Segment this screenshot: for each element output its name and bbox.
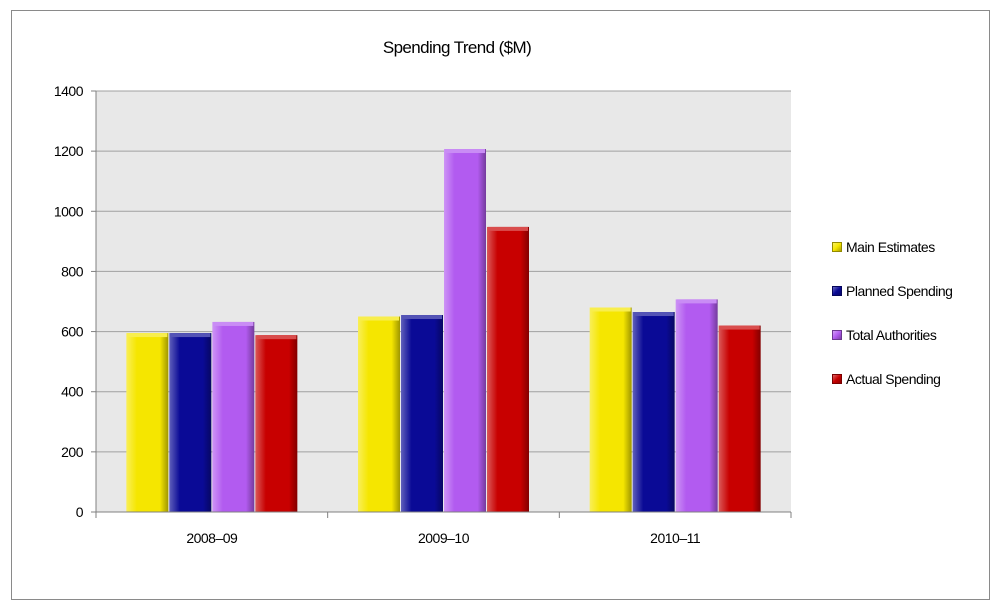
bar-total-authorities [212, 321, 255, 512]
bar-actual-spending [487, 226, 529, 512]
legend-swatch [832, 374, 842, 384]
x-tick-label: 2010–11 [650, 530, 701, 546]
y-tick-label: 0 [76, 504, 84, 520]
bar-planned-spending [169, 333, 212, 512]
bar-planned-spending [632, 312, 675, 512]
bar-top-highlight [127, 333, 168, 338]
legend-label: Total Authorities [846, 327, 937, 343]
legend-item: Main Estimates [832, 225, 952, 269]
y-tick-label: 1400 [54, 83, 84, 99]
y-tick-label: 1000 [54, 203, 84, 219]
bar-top-highlight [488, 226, 528, 231]
bar-top-highlight [590, 307, 631, 312]
bar-total-authorities [675, 299, 718, 512]
bar-top-highlight [445, 149, 485, 154]
bar-top-highlight [213, 321, 254, 326]
bar-total-authorities [444, 149, 486, 513]
legend-swatch [832, 330, 842, 340]
legend-swatch [832, 242, 842, 252]
bar-planned-spending [401, 315, 443, 512]
x-tick-label: 2009–10 [418, 530, 470, 546]
bar-top-highlight [170, 333, 211, 338]
bar-top-highlight [719, 325, 760, 330]
y-tick-label: 200 [61, 444, 84, 460]
legend-item: Planned Spending [832, 269, 953, 313]
x-tick-label: 2008–09 [186, 530, 238, 546]
bar-main-estimates [589, 307, 632, 512]
bar-main-estimates [126, 333, 169, 512]
bar-main-estimates [358, 316, 400, 512]
legend: Main Estimates Planned Spending Total Auth… [832, 225, 953, 401]
y-tick-label: 600 [61, 324, 84, 340]
legend-swatch [832, 286, 842, 296]
bar-actual-spending [718, 325, 761, 512]
legend-label: Planned Spending [846, 283, 953, 299]
legend-label: Actual Spending [846, 371, 941, 387]
bar-top-highlight [402, 315, 442, 320]
bar-actual-spending [255, 335, 298, 512]
plot-area [96, 91, 791, 512]
y-tick-label: 1200 [54, 143, 84, 159]
chart-title: Spending Trend ($M) [382, 38, 532, 57]
y-tick-label: 400 [61, 384, 84, 400]
y-tick-label: 800 [61, 263, 84, 279]
legend-item: Total Authorities [832, 313, 952, 357]
bar-top-highlight [359, 316, 399, 321]
bar-top-highlight [256, 335, 297, 340]
bar-top-highlight [676, 299, 717, 304]
bar-top-highlight [633, 312, 674, 317]
legend-label: Main Estimates [846, 239, 935, 255]
legend-item: Actual Spending [832, 357, 952, 401]
